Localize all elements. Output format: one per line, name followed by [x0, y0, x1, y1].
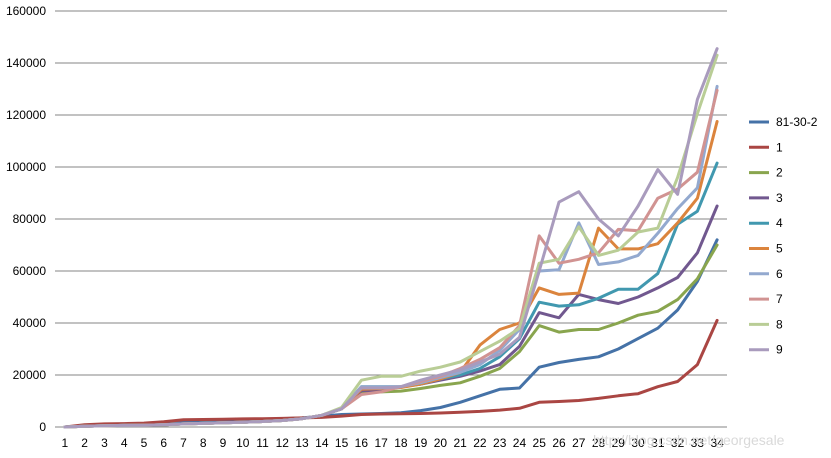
- legend-label: 6: [776, 267, 783, 281]
- series-line-8: [63, 53, 719, 429]
- x-tick-label: 13: [295, 436, 309, 450]
- x-tick-label: 29: [612, 436, 626, 450]
- y-tick-label: 120000: [6, 108, 46, 122]
- legend: 81-30-2 1 2 3 4 5 6 7 8 9: [749, 115, 818, 357]
- series-line-81-30-2: [63, 238, 719, 429]
- x-tick-label: 14: [315, 436, 329, 450]
- x-tick-label: 25: [533, 436, 547, 450]
- legend-label: 9: [776, 343, 783, 357]
- x-tick-label: 33: [691, 436, 705, 450]
- x-tick-label: 30: [631, 436, 645, 450]
- x-tick-label: 23: [493, 436, 507, 450]
- x-tick-label: 32: [671, 436, 685, 450]
- x-tick-label: 22: [473, 436, 487, 450]
- y-tick-label: 100000: [6, 160, 46, 174]
- x-tick-label: 16: [355, 436, 369, 450]
- legend-label: 81-30-2: [776, 115, 818, 129]
- x-tick-label: 24: [513, 436, 527, 450]
- x-tick-label: 17: [374, 436, 388, 450]
- y-tick-label: 80000: [13, 212, 47, 226]
- legend-label: 4: [776, 216, 783, 230]
- x-tick-label: 10: [236, 436, 250, 450]
- watermark: http://blog.csdn.net/georgesale: [593, 432, 785, 448]
- x-tick-label: 28: [592, 436, 606, 450]
- grid-lines: [55, 10, 727, 428]
- series-line-3: [63, 204, 719, 429]
- x-tick-label: 9: [220, 436, 227, 450]
- series-line-2: [63, 243, 719, 429]
- x-tick-label: 26: [552, 436, 566, 450]
- x-tick-label: 31: [651, 436, 665, 450]
- series-lines: [63, 47, 719, 429]
- x-tick-label: 27: [572, 436, 586, 450]
- x-tick-label: 19: [414, 436, 428, 450]
- legend-label: 7: [776, 292, 783, 306]
- x-tick-label: 4: [121, 436, 128, 450]
- legend-label: 2: [776, 166, 783, 180]
- y-tick-label: 40000: [13, 316, 47, 330]
- x-tick-label: 12: [276, 436, 290, 450]
- series-line-9: [63, 47, 719, 429]
- legend-label: 3: [776, 191, 783, 205]
- x-tick-label: 3: [101, 436, 108, 450]
- x-tick-label: 21: [453, 436, 467, 450]
- x-tick-label: 15: [335, 436, 349, 450]
- x-tick-label: 8: [200, 436, 207, 450]
- series-line-1: [63, 318, 719, 429]
- x-tick-label: 2: [81, 436, 88, 450]
- x-tick-label: 6: [160, 436, 167, 450]
- legend-label: 8: [776, 317, 783, 331]
- y-tick-label: 60000: [13, 264, 47, 278]
- x-tick-label: 5: [141, 436, 148, 450]
- y-tick-label: 140000: [6, 56, 46, 70]
- x-tick-label: 34: [710, 436, 724, 450]
- y-tick-label: 160000: [6, 4, 46, 18]
- x-tick-label: 1: [62, 436, 69, 450]
- x-axis: 1 2 3 4 5 6 7 8 9 10 11 12 13 14 15 16 17 18 19 20 21 22 23 24 2…: [62, 436, 725, 450]
- legend-label: 5: [776, 242, 783, 256]
- y-tick-label: 20000: [13, 368, 47, 382]
- x-tick-label: 7: [180, 436, 187, 450]
- y-tick-label: 0: [39, 420, 46, 434]
- x-tick-label: 20: [434, 436, 448, 450]
- x-tick-label: 11: [256, 436, 269, 450]
- y-axis: 0 20000 40000 60000 80000 100000 120000 140000 1…: [6, 4, 46, 434]
- x-tick-label: 18: [394, 436, 408, 450]
- legend-label: 1: [776, 140, 783, 154]
